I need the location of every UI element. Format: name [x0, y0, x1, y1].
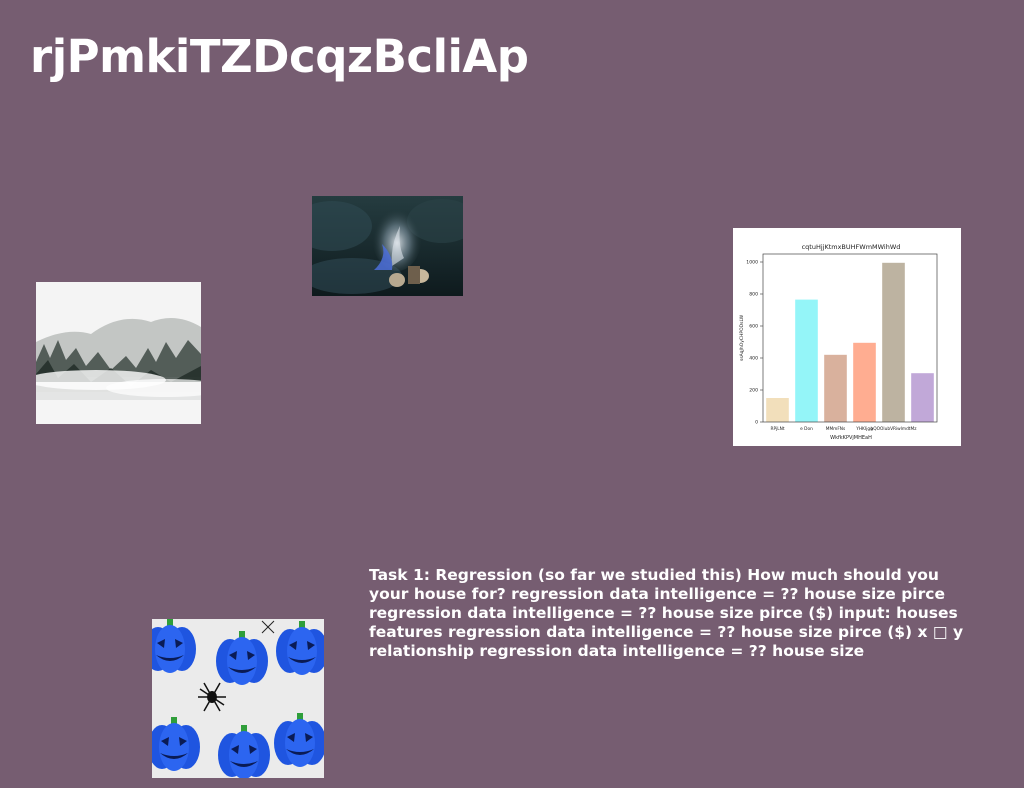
chart-y-tick-label: 1000: [746, 260, 758, 266]
chart-x-label: WkfkKPVjMHEaH: [830, 435, 872, 441]
chart-y-tick-label: 600: [749, 324, 758, 330]
page-title: rjPmkiTZDcqzBcliAp: [30, 30, 529, 83]
chart-y-tick-label: 400: [749, 356, 758, 362]
chart-plot-frame: [762, 253, 938, 423]
chart-x-tick-label: MMmFNs: [826, 426, 846, 432]
chart-bar: [911, 373, 934, 422]
chart-bar: [824, 354, 847, 422]
task-description-text: Task 1: Regression (so far we studied th…: [369, 566, 964, 660]
campfire-graphic: [312, 196, 463, 296]
chart-y-tick-label: 0: [755, 420, 758, 426]
bar-chart-svg: cqtuHjjKtmxBUHFWmMWihWd ssAqJhOyCHPODsLW…: [739, 243, 938, 441]
blue-pumpkins-photo: [152, 619, 324, 778]
forest-graphic: [36, 282, 201, 424]
chart-y-tick-label: 800: [749, 292, 758, 298]
pumpkins-graphic: [152, 619, 324, 778]
chart-x-tick-label: e Don: [800, 426, 813, 432]
chart-x-tick-label: bQOOlubVRiwlmdtMz: [871, 426, 918, 432]
chart-bar: [882, 262, 905, 422]
foggy-forest-photo: [36, 282, 201, 424]
chart-y-tick-label: 200: [749, 388, 758, 394]
chart-bar: [766, 398, 789, 422]
bar-chart: cqtuHjjKtmxBUHFWmMWihWd ssAqJhOyCHPODsLW…: [733, 228, 961, 446]
chart-bar: [853, 342, 876, 422]
campfire-photo: [312, 196, 463, 296]
chart-y-label: ssAqJhOyCHPODsLW: [739, 314, 745, 361]
chart-x-tick-label: RPjLNt: [770, 426, 784, 432]
chart-title: cqtuHjjKtmxBUHFWmMWihWd: [802, 243, 901, 251]
chart-bar: [795, 299, 818, 422]
chart-x-tick-label: YHKIjgg: [855, 426, 873, 432]
